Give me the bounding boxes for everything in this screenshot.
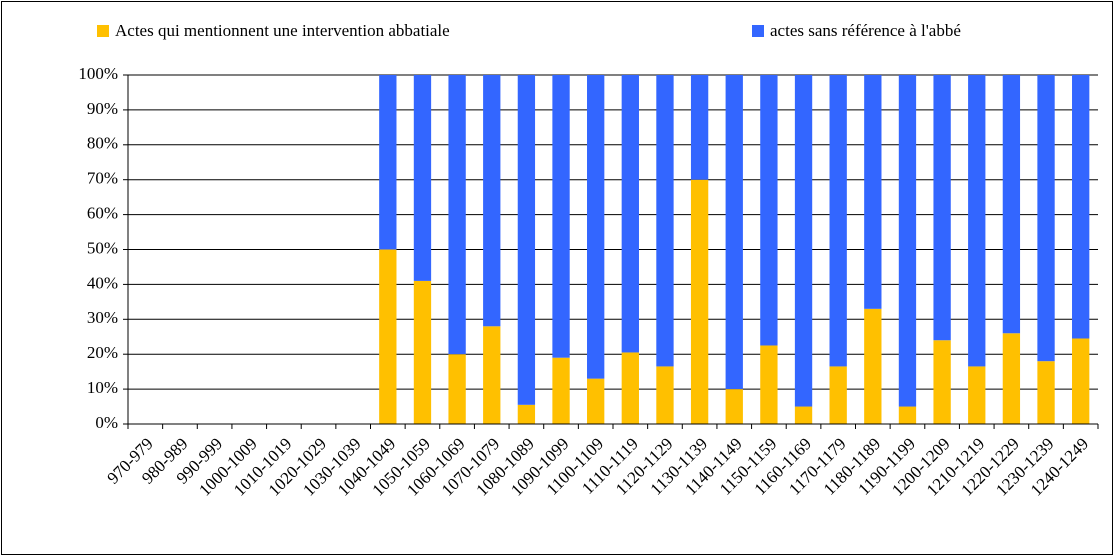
bar-segment <box>968 75 986 367</box>
legend-label: actes sans référence à l'abbé <box>770 21 961 40</box>
y-tick-label: 90% <box>87 99 118 118</box>
legend-label: Actes qui mentionnent une intervention a… <box>115 21 450 40</box>
bar-segment <box>552 75 570 358</box>
y-tick-label: 50% <box>87 238 118 257</box>
bar-segment <box>656 75 674 367</box>
bar-segment <box>483 75 501 327</box>
bar-segment <box>1072 75 1090 339</box>
bar-segment <box>379 249 397 424</box>
bar-segment <box>517 404 536 424</box>
bar-segment <box>725 389 743 424</box>
bar-segment <box>621 75 639 353</box>
legend-swatch <box>97 25 109 37</box>
bar-segment <box>794 406 813 424</box>
bar-segment <box>794 75 813 407</box>
bar-segment <box>483 326 501 424</box>
bar-segment <box>829 75 847 367</box>
y-tick-label: 0% <box>95 413 118 432</box>
bar-segment <box>1037 75 1055 362</box>
bar-segment <box>413 280 432 424</box>
bar-segment <box>448 354 466 424</box>
y-tick-label: 20% <box>87 343 118 362</box>
y-tick-label: 80% <box>87 134 118 153</box>
bar-segment <box>760 75 778 346</box>
bar-segment <box>413 75 432 281</box>
bar-segment <box>933 340 951 424</box>
bar-segment <box>1002 75 1021 334</box>
bar-segment <box>898 406 917 424</box>
bar-segment <box>968 366 986 424</box>
y-tick-label: 30% <box>87 308 118 327</box>
bar-segment <box>552 357 570 424</box>
bar-segment <box>725 75 743 390</box>
bar-segment <box>587 378 605 424</box>
y-tick-label: 40% <box>87 273 118 292</box>
y-tick-label: 60% <box>87 204 118 223</box>
bar-segment <box>898 75 917 407</box>
bar-segment <box>517 75 536 405</box>
bar-segment <box>864 75 882 309</box>
bar-segment <box>379 75 397 250</box>
y-tick-label: 10% <box>87 378 118 397</box>
bar-segment <box>1037 361 1055 424</box>
bar-segment <box>690 179 709 424</box>
bar-segment <box>933 75 951 341</box>
bar-segment <box>864 308 882 424</box>
bar-segment <box>656 366 674 424</box>
bar-segment <box>760 345 778 424</box>
legend-swatch <box>752 25 764 37</box>
bar-segment <box>621 352 639 424</box>
bar-segment <box>1002 333 1021 424</box>
y-tick-label: 70% <box>87 169 118 188</box>
bar-segment <box>448 75 466 355</box>
y-tick-label: 100% <box>78 64 118 83</box>
bar-segment <box>690 75 709 180</box>
bar-segment <box>587 75 605 379</box>
bar-segment <box>1072 338 1090 424</box>
bar-segment <box>829 366 847 424</box>
